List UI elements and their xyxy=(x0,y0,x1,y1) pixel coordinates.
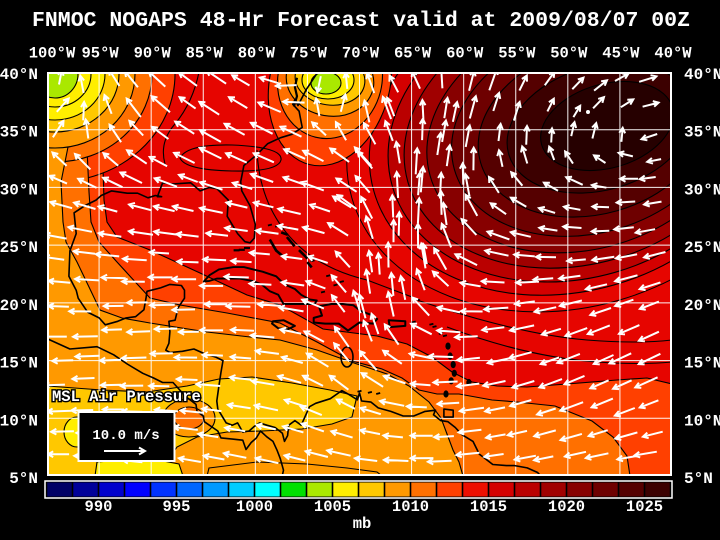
svg-text:995: 995 xyxy=(163,498,191,516)
svg-text:40°N: 40°N xyxy=(684,66,720,84)
svg-text:90°W: 90°W xyxy=(134,45,172,63)
svg-text:40°W: 40°W xyxy=(654,45,692,63)
svg-text:80°W: 80°W xyxy=(238,45,276,63)
svg-text:1015: 1015 xyxy=(470,498,507,516)
svg-text:35°N: 35°N xyxy=(0,124,38,142)
svg-text:MSL Air Pressure: MSL Air Pressure xyxy=(52,388,201,406)
svg-text:85°W: 85°W xyxy=(186,45,224,63)
svg-text:25°N: 25°N xyxy=(684,239,720,257)
svg-text:95°W: 95°W xyxy=(81,45,119,63)
svg-text:20°N: 20°N xyxy=(0,297,38,315)
svg-text:10°N: 10°N xyxy=(0,412,38,430)
svg-text:15°N: 15°N xyxy=(684,355,720,373)
svg-text:45°W: 45°W xyxy=(602,45,640,63)
svg-text:1010: 1010 xyxy=(392,498,429,516)
svg-text:15°N: 15°N xyxy=(0,355,38,373)
svg-text:1020: 1020 xyxy=(548,498,585,516)
svg-text:1005: 1005 xyxy=(314,498,351,516)
svg-text:1000: 1000 xyxy=(236,498,273,516)
svg-text:65°W: 65°W xyxy=(394,45,432,63)
svg-text:5°N: 5°N xyxy=(9,470,38,488)
svg-text:70°W: 70°W xyxy=(342,45,380,63)
svg-text:1025: 1025 xyxy=(626,498,663,516)
svg-text:50°W: 50°W xyxy=(550,45,588,63)
svg-text:990: 990 xyxy=(85,498,113,516)
svg-text:FNMOC NOGAPS 48-Hr Forecast va: FNMOC NOGAPS 48-Hr Forecast valid at 200… xyxy=(32,9,690,33)
svg-text:30°N: 30°N xyxy=(0,181,38,199)
svg-text:55°W: 55°W xyxy=(498,45,536,63)
svg-text:75°W: 75°W xyxy=(290,45,328,63)
svg-text:5°N: 5°N xyxy=(684,470,713,488)
svg-text:40°N: 40°N xyxy=(0,66,38,84)
svg-text:10°N: 10°N xyxy=(684,412,720,430)
svg-text:mb: mb xyxy=(353,515,372,533)
svg-text:20°N: 20°N xyxy=(684,297,720,315)
svg-text:30°N: 30°N xyxy=(684,181,720,199)
svg-text:10.0 m/s: 10.0 m/s xyxy=(92,428,159,444)
svg-text:35°N: 35°N xyxy=(684,124,720,142)
svg-text:100°W: 100°W xyxy=(29,45,76,63)
svg-text:60°W: 60°W xyxy=(446,45,484,63)
svg-text:25°N: 25°N xyxy=(0,239,38,257)
